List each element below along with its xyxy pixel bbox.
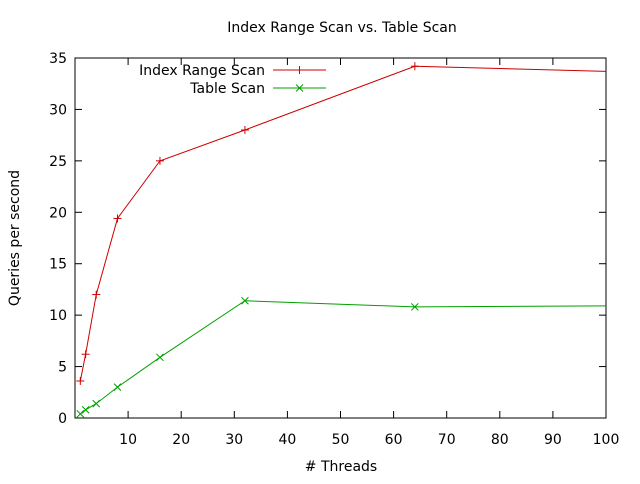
y-tick-label: 10	[49, 308, 67, 324]
data-point-plus	[113, 214, 122, 223]
x-tick-label: 80	[491, 432, 509, 448]
legend-label: Index Range Scan	[139, 63, 265, 79]
data-point-cross	[81, 405, 90, 414]
marker-stroke	[81, 405, 90, 414]
x-tick-label: 100	[593, 432, 620, 448]
y-tick-label: 35	[49, 51, 67, 67]
x-tick-label: 20	[172, 432, 190, 448]
data-point-cross	[76, 410, 85, 418]
y-tick-label: 15	[49, 257, 67, 273]
marker-stroke	[410, 303, 419, 311]
data-point-cross	[113, 383, 122, 391]
data-point-cross	[241, 296, 249, 305]
data-point-plus	[76, 376, 85, 385]
x-tick-label: 30	[225, 432, 243, 448]
series-index-range-scan	[76, 62, 607, 385]
legend-label: Table Scan	[189, 81, 265, 97]
data-point-plus	[81, 350, 90, 359]
chart-title: Index Range Scan vs. Table Scan	[227, 20, 456, 36]
y-tick-label: 25	[49, 154, 67, 170]
data-point-plus	[155, 156, 164, 165]
series-layer	[76, 62, 607, 418]
axes: 0 5 10 15 20 25 30 35 10 20 30 40 50 60 70 80 90 100	[49, 51, 619, 448]
data-point-cross	[295, 84, 304, 92]
marker-stroke	[241, 296, 249, 305]
x-tick-label: 90	[544, 432, 562, 448]
marker-stroke	[76, 410, 85, 418]
marker-stroke	[156, 353, 164, 362]
data-point-plus	[410, 62, 419, 71]
series-line	[80, 300, 607, 415]
data-point-plus	[295, 66, 304, 74]
y-tick-label: 0	[58, 411, 67, 427]
series-line	[79, 65, 607, 382]
x-axis-label: # Threads	[305, 459, 377, 475]
data-point-cross	[156, 353, 164, 362]
y-tick-label: 20	[49, 205, 67, 221]
data-point-plus	[240, 126, 249, 134]
data-point-cross	[410, 303, 419, 311]
series-table-scan	[76, 296, 607, 418]
y-axis-label: Queries per second	[7, 170, 23, 306]
x-tick-label: 10	[119, 432, 137, 448]
data-point-cross	[92, 399, 101, 408]
plot-area-frame	[74, 57, 607, 419]
y-tick-label: 30	[49, 102, 67, 118]
data-point-plus	[92, 290, 101, 299]
x-tick-label: 50	[332, 432, 350, 448]
marker-stroke	[92, 399, 101, 408]
legend: Index Range Scan Table Scan	[139, 63, 326, 97]
x-tick-label: 60	[385, 432, 403, 448]
x-tick-label: 70	[438, 432, 456, 448]
x-tick-label: 40	[278, 432, 296, 448]
marker-stroke	[113, 383, 122, 391]
y-tick-label: 5	[58, 360, 67, 376]
marker-stroke	[295, 84, 304, 92]
